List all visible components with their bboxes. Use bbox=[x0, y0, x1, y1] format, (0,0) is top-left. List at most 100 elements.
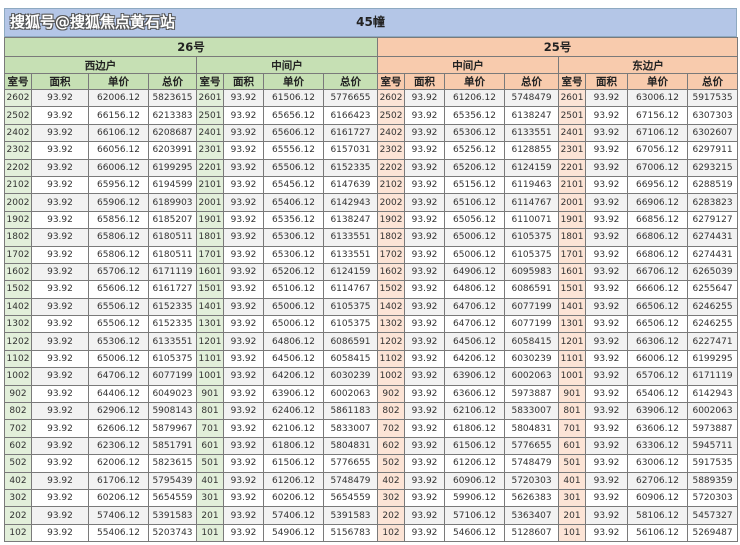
table-row: 202 93.92 57406.12 5391583 201 93.92 57406.12 5… bbox=[4, 506, 739, 525]
total-price-cell: 6180511 bbox=[148, 228, 197, 247]
table-row: 302 93.92 60206.12 5654559 301 93.92 60206.12 5… bbox=[4, 488, 739, 508]
total-price-cell: 6114767 bbox=[504, 193, 560, 212]
unit-price-cell: 62006.12 bbox=[88, 454, 149, 473]
total-price-cell: 6138247 bbox=[322, 210, 379, 230]
unit-price-cell: 65306.12 bbox=[263, 245, 324, 264]
table-row: 502 93.92 62006.12 5823615 501 93.92 61506.12 5… bbox=[4, 454, 739, 473]
total-price-cell: 5908143 bbox=[148, 402, 197, 421]
area-cell: 93.92 bbox=[585, 88, 629, 108]
unit-price-cell: 61206.12 bbox=[444, 88, 506, 108]
table-row: 2102 93.92 65956.12 6194599 2101 93.92 65456.1… bbox=[4, 175, 739, 195]
area-cell: 93.92 bbox=[31, 193, 89, 212]
area-cell: 93.92 bbox=[585, 402, 629, 421]
room-number-cell: 1201 bbox=[558, 332, 587, 351]
room-number-cell: 1601 bbox=[196, 262, 224, 282]
area-cell: 93.92 bbox=[223, 488, 264, 508]
unit-price-cell: 66006.12 bbox=[627, 349, 689, 369]
total-price-header: 总价 bbox=[148, 73, 197, 90]
area-cell: 93.92 bbox=[223, 141, 264, 160]
total-price-cell: 6213383 bbox=[148, 106, 197, 125]
area-cell: 93.92 bbox=[223, 88, 264, 108]
room-number-cell: 701 bbox=[196, 419, 224, 438]
unit-price-cell: 67006.12 bbox=[627, 158, 689, 177]
area-cell: 93.92 bbox=[31, 419, 89, 438]
area-cell: 93.92 bbox=[585, 315, 629, 334]
total-price-cell: 5804831 bbox=[504, 419, 560, 438]
unit-price-cell: 63906.12 bbox=[627, 402, 689, 421]
unit-header-middle-26: 中间户 bbox=[195, 56, 379, 74]
unit-price-cell: 63906.12 bbox=[263, 384, 324, 404]
total-price-cell: 6227471 bbox=[687, 332, 739, 351]
table-row: 1202 93.92 65306.12 6133551 1201 93.92 64806.1… bbox=[4, 332, 739, 351]
unit-price-cell: 65356.12 bbox=[444, 106, 506, 125]
room-number-cell: 2301 bbox=[558, 141, 587, 160]
area-cell: 93.92 bbox=[223, 228, 264, 247]
area-cell: 93.92 bbox=[31, 349, 89, 369]
total-price-cell: 5391583 bbox=[148, 506, 197, 525]
unit-price-cell: 60206.12 bbox=[88, 488, 149, 508]
area-cell: 93.92 bbox=[404, 245, 446, 264]
room-number-cell: 602 bbox=[377, 436, 406, 456]
room-number-cell: 901 bbox=[196, 384, 224, 404]
total-price-cell: 6142943 bbox=[322, 193, 379, 212]
room-number-cell: 201 bbox=[196, 506, 224, 525]
room-number-cell: 701 bbox=[558, 419, 587, 438]
room-number-cell: 502 bbox=[377, 454, 406, 473]
unit-price-cell: 64706.12 bbox=[88, 367, 149, 386]
unit-price-cell: 64506.12 bbox=[444, 332, 506, 351]
unit-price-cell: 65506.12 bbox=[88, 297, 149, 317]
total-price-cell: 5879967 bbox=[148, 419, 197, 438]
area-cell: 93.92 bbox=[404, 141, 446, 160]
area-cell: 93.92 bbox=[223, 402, 264, 421]
table-row: 102 93.92 55406.12 5203743 101 93.92 54906.12 5… bbox=[4, 523, 739, 543]
total-price-cell: 6105375 bbox=[504, 245, 560, 264]
watermark: 搜狐号@搜狐焦点黄石站 bbox=[10, 13, 176, 31]
room-number-cell: 2401 bbox=[196, 123, 224, 143]
total-price-cell: 6077199 bbox=[148, 367, 197, 386]
unit-price-cell: 63306.12 bbox=[627, 436, 689, 456]
room-number-cell: 801 bbox=[558, 402, 587, 421]
total-price-cell: 5973887 bbox=[687, 419, 739, 438]
room-number-cell: 2501 bbox=[558, 106, 587, 125]
table-row: 1002 93.92 64706.12 6077199 1001 93.92 64206.1… bbox=[4, 367, 739, 386]
total-price-cell: 6166423 bbox=[322, 106, 379, 125]
table-row: 2002 93.92 65906.12 6189903 2001 93.92 65406.1… bbox=[4, 193, 739, 212]
area-cell: 93.92 bbox=[404, 402, 446, 421]
total-price-cell: 5203743 bbox=[148, 523, 197, 543]
room-number-cell: 2502 bbox=[377, 106, 406, 125]
unit-header-west: 西边户 bbox=[4, 56, 197, 74]
total-price-cell: 6124159 bbox=[322, 262, 379, 282]
area-cell: 93.92 bbox=[404, 210, 446, 230]
room-number-cell: 1501 bbox=[196, 280, 224, 299]
total-price-cell: 6077199 bbox=[504, 315, 560, 334]
unit-price-cell: 65206.12 bbox=[263, 262, 324, 282]
unit-price-cell: 67056.12 bbox=[627, 141, 689, 160]
unit-price-cell: 65156.12 bbox=[444, 175, 506, 195]
area-cell: 93.92 bbox=[31, 297, 89, 317]
total-price-cell: 5654559 bbox=[148, 488, 197, 508]
total-price-cell: 6133551 bbox=[504, 123, 560, 143]
room-number-cell: 1402 bbox=[4, 297, 32, 317]
room-number-cell: 2602 bbox=[377, 88, 406, 108]
total-price-cell: 6274431 bbox=[687, 228, 739, 247]
area-cell: 93.92 bbox=[404, 332, 446, 351]
area-cell: 93.92 bbox=[404, 523, 446, 543]
total-price-cell: 5889359 bbox=[687, 471, 739, 490]
total-price-cell: 5973887 bbox=[504, 384, 560, 404]
total-price-header: 总价 bbox=[687, 73, 739, 90]
room-number-cell: 1801 bbox=[196, 228, 224, 247]
total-price-cell: 5861183 bbox=[322, 402, 379, 421]
room-number-cell: 302 bbox=[377, 488, 406, 508]
unit-price-cell: 65606.12 bbox=[263, 123, 324, 143]
total-price-cell: 6002063 bbox=[322, 384, 379, 404]
room-number-cell: 2202 bbox=[377, 158, 406, 177]
unit-price-cell: 61506.12 bbox=[263, 88, 324, 108]
total-price-cell: 6283823 bbox=[687, 193, 739, 212]
total-price-cell: 6185207 bbox=[148, 210, 197, 230]
area-cell: 93.92 bbox=[223, 175, 264, 195]
total-price-cell: 6288519 bbox=[687, 175, 739, 195]
area-cell: 93.92 bbox=[223, 210, 264, 230]
unit-price-cell: 65106.12 bbox=[444, 193, 506, 212]
unit-price-cell: 64906.12 bbox=[444, 262, 506, 282]
sheet-title: 45幢 bbox=[4, 8, 737, 37]
